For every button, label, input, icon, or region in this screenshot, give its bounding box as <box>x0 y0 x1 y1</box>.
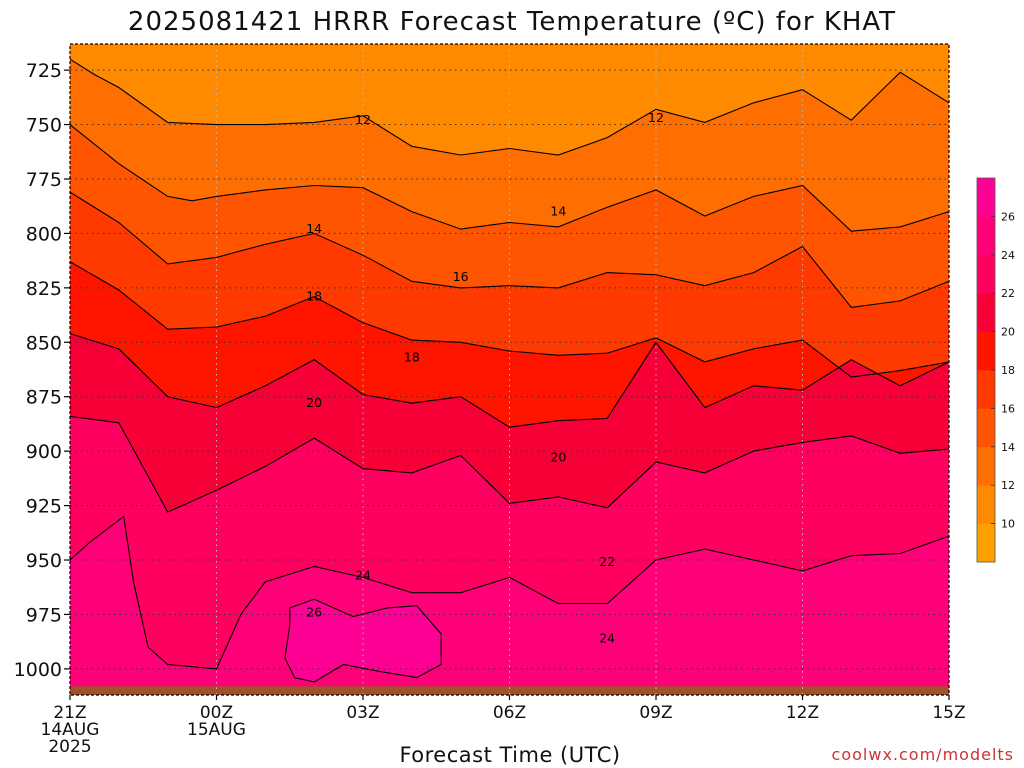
contour-label: 16 <box>453 269 469 284</box>
credit-text: coolwx.com/modelts <box>832 745 1014 764</box>
colorbar-swatch <box>977 254 995 294</box>
x-tick-label: 03Z <box>346 703 379 723</box>
colorbar-swatch <box>977 408 995 448</box>
y-tick-label: 875 <box>26 387 62 409</box>
colorbar-label: 14 <box>1001 441 1015 454</box>
contour-label: 14 <box>306 221 322 236</box>
x-tick-label: 00Z <box>200 703 233 723</box>
x-tick-label: 15Z <box>932 703 965 723</box>
colorbar-swatch <box>977 293 995 332</box>
grid <box>69 44 950 695</box>
colorbar-swatch <box>977 485 995 524</box>
y-tick-label: 750 <box>26 115 62 137</box>
y-tick-label: 1000 <box>14 659 62 681</box>
colorbar-swatch <box>977 216 995 256</box>
y-tick-label: 900 <box>26 441 62 463</box>
colorbar: 10 12 14 16 18 20 22 24 26 <box>976 177 1015 563</box>
colorbar-label: 10 <box>1001 518 1015 531</box>
y-tick-label: 925 <box>26 496 62 518</box>
x-tick-label: 2025 <box>48 737 91 757</box>
y-tick-label: 800 <box>26 223 62 245</box>
contour-line-12 <box>69 58 950 156</box>
x-axis-label: Forecast Time (UTC) <box>399 743 620 767</box>
colorbar-label: 16 <box>1001 402 1015 415</box>
colorbar-label: 26 <box>1001 210 1015 223</box>
contour-label: 18 <box>306 289 322 304</box>
contour-line-20 <box>69 333 950 428</box>
contour-lines: 12 12 14 14 16 18 18 20 20 22 24 24 26 <box>69 58 950 683</box>
contour-label: 20 <box>306 395 322 410</box>
x-tick-label: 09Z <box>639 703 672 723</box>
colorbar-swatch <box>977 370 995 409</box>
y-tick-label: 775 <box>26 169 62 191</box>
colorbar-label: 20 <box>1001 326 1015 339</box>
contour-label: 14 <box>550 204 566 219</box>
x-tick-label: 12Z <box>786 703 819 723</box>
y-tick-label: 850 <box>26 332 62 354</box>
contour-line-18 <box>69 261 950 378</box>
contour-label: 26 <box>306 604 322 619</box>
y-axis: 725 750 775 800 825 850 875 900 925 950 975 1000 <box>14 60 70 681</box>
contour-label: 18 <box>404 350 420 365</box>
contour-line-14 <box>69 124 950 232</box>
colorbar-label: 22 <box>1001 287 1015 300</box>
chart-title: 2025081421 HRRR Forecast Temperature (ºC… <box>128 7 896 37</box>
surface-strip <box>70 686 949 695</box>
colorbar-label: 24 <box>1001 249 1015 262</box>
colorbar-swatch <box>977 523 995 563</box>
x-tick-label: 21Z <box>53 703 86 723</box>
colorbar-swatch <box>977 178 995 217</box>
y-tick-label: 950 <box>26 550 62 572</box>
contour-label: 20 <box>550 450 566 465</box>
x-tick-label: 14AUG <box>41 720 100 740</box>
colorbar-swatch <box>977 446 995 486</box>
contour-label: 22 <box>599 554 615 569</box>
x-tick-label: 06Z <box>493 703 526 723</box>
colorbar-swatch <box>977 331 995 371</box>
contour-label: 24 <box>355 567 371 582</box>
contour-line-26 <box>284 598 442 683</box>
x-tick-label: 15AUG <box>187 720 246 740</box>
colorbar-label: 18 <box>1001 364 1015 377</box>
contour-line-16 <box>69 191 950 308</box>
colorbar-label: 12 <box>1001 479 1015 492</box>
contour-label: 12 <box>648 110 664 125</box>
contour-label: 24 <box>599 630 615 645</box>
y-tick-label: 825 <box>26 278 62 300</box>
plot-area <box>70 44 949 695</box>
y-tick-label: 725 <box>26 60 62 82</box>
band-26 <box>284 599 442 682</box>
y-tick-label: 975 <box>26 604 62 626</box>
contour-line-22 <box>69 415 950 513</box>
contour-line-24 <box>69 515 950 670</box>
contour-label: 12 <box>355 112 371 127</box>
